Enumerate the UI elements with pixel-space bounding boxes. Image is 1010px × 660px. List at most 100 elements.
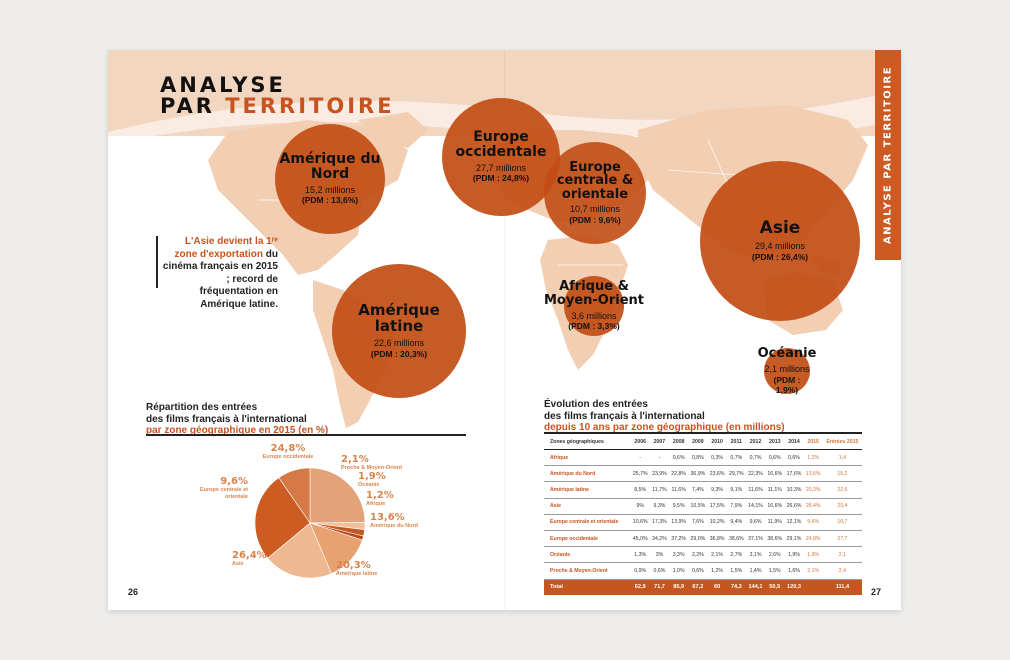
pie-label: 24,8% Europe occidentale — [262, 443, 314, 460]
table-cell: 9,6% — [803, 514, 823, 531]
table-cell: 29,7% — [726, 465, 746, 483]
table-cell: 1,2% — [803, 449, 823, 467]
pie-slice-6 — [254, 477, 311, 559]
table-cell: 14,1% — [745, 498, 766, 515]
table-row: Afrique - -0,6% 0,8% 0,3% 0,7% 0,7% 0,6% 0,6% 1,2… — [544, 449, 862, 467]
table-cell: 25,7% — [630, 465, 650, 483]
bubble-value: 27,7 millions — [475, 162, 527, 173]
table-cell: 10,5% — [688, 498, 708, 515]
table-cell: 11,1% — [765, 481, 785, 499]
table-cell: 26,6% — [784, 498, 804, 515]
table-cell: Europe centrale et orientale — [544, 514, 631, 531]
table-header-cell: 2008 — [669, 435, 689, 450]
bubble-amerique-du-nord: Amérique du Nord 15,2 millions (PDM : 13… — [275, 124, 385, 234]
bubble-value: 3,6 millions — [571, 310, 617, 321]
table-total-cell: 74,3 — [726, 579, 746, 595]
bubble-name: Europe centrale & orientale — [556, 159, 634, 202]
table-cell: 27,7 — [822, 530, 862, 548]
table-cell: 1,9% — [784, 546, 804, 564]
table-cell: 13,6% — [803, 465, 823, 483]
callout-text: du cinéma français en 2015 ; record de f… — [162, 248, 278, 310]
bubble-value: 15,2 millions — [304, 184, 356, 195]
table-row: Amérique latine 8,5% 11,7% 11,6% 7,4% 9,3% 9,1… — [544, 481, 862, 499]
title-line-2-accent: TERRITOIRE — [225, 94, 395, 118]
table-cell: Asie — [544, 498, 631, 515]
table-cell: 1,4 — [822, 449, 862, 467]
table-cell: 1,3% — [630, 546, 650, 564]
table-cell: 9,3% — [707, 481, 727, 499]
table-cell: 0,6% — [649, 562, 670, 580]
table-cell: 36,8% — [707, 530, 727, 548]
table-cell: 7,9% — [726, 498, 746, 515]
table-cell: 26,4% — [803, 498, 823, 515]
magazine-spread: ANALYSE PAR TERRITOIRE ANALYSE PAR TERRI… — [108, 50, 901, 610]
table-cell: 11,9% — [765, 514, 785, 531]
bubble-asie: Asie 29,4 millions (PDM : 26,4%) — [700, 161, 860, 321]
table-cell: 36,9% — [688, 465, 708, 483]
pie-title-line-1: Répartition des entrées — [146, 402, 258, 413]
table-cell: 10,2% — [707, 514, 727, 531]
table-cell: 23,6% — [707, 465, 727, 483]
table-cell: 7,4% — [688, 481, 708, 499]
table-cell: 38,6% — [765, 530, 785, 548]
page-number-right: 27 — [870, 587, 881, 597]
bubble-pdm: (PDM : 13,6%) — [301, 195, 359, 206]
pie-rule — [146, 434, 466, 436]
table-cell: 29,4 — [822, 498, 862, 515]
table-cell: 2,7% — [726, 546, 746, 564]
table-cell: 0,6% — [669, 449, 689, 467]
bubble-pdm: (PDM : 20,3%) — [370, 348, 428, 359]
table-cell: 0,8% — [688, 449, 708, 467]
pie-section-title: Répartition des entrées des films frança… — [146, 402, 328, 437]
table-total-cell: 85,9 — [669, 579, 689, 595]
table-cell: 29,1% — [784, 530, 804, 548]
table-cell: 37,2% — [669, 530, 689, 548]
pie-label: 2,1% Proche & Moyen-Orient — [341, 454, 403, 471]
table-cell: 1,5% — [726, 562, 746, 580]
pie-title-line-3: par zone géographique en 2015 (en %) — [146, 425, 329, 436]
table-cell: 2,4 — [822, 562, 862, 580]
bubble-pdm: (PDM : 9,6%) — [569, 215, 621, 226]
table-total-cell: 50,5 — [765, 579, 785, 595]
table-cell: 3,3% — [669, 546, 689, 564]
table-header-cell: Zones géographiques — [544, 435, 631, 450]
table-cell: 9,1% — [726, 481, 746, 499]
title-line-1: ANALYSE — [160, 73, 286, 97]
page-title: ANALYSE PAR TERRITOIRE — [160, 75, 395, 117]
table-cell: 2,1% — [707, 546, 727, 564]
table-total-cell: 62,9 — [630, 579, 650, 595]
table-cell: 34,2% — [649, 530, 670, 548]
pie-label: 1,9% Océanie — [358, 471, 386, 488]
table-total-cell: 60 — [707, 579, 727, 595]
bubble-oceanie: Océanie 2,1 millions (PDM : 1,9%) — [758, 347, 817, 395]
table-cell: 24,8% — [803, 530, 823, 548]
pie-label: 20,3% Amérique latine — [336, 560, 378, 577]
table-cell: 7,6% — [688, 514, 708, 531]
bubble-pdm: (PDM : 24,8%) — [472, 173, 530, 184]
callout-bar — [156, 236, 158, 288]
table-row: Europe centrale et orientale 10,6% 17,3% 13… — [544, 514, 862, 531]
table-cell: 22,8% — [669, 465, 689, 483]
table-cell: 10,6% — [630, 514, 650, 531]
table-cell: 16,6% — [765, 498, 785, 515]
table-header-cell: 2010 — [707, 435, 727, 450]
table-cell: 15,2 — [822, 465, 862, 483]
table-title-line-1: Évolution des entrées — [544, 399, 648, 410]
table-cell: 1,2% — [707, 562, 727, 580]
table-cell: 1,5% — [765, 562, 785, 580]
callout: L'Asie devient la 1ʳᵉ zone d'exportation… — [156, 236, 278, 312]
table-cell: 1,4% — [745, 562, 766, 580]
bubble-pdm: (PDM : 3,3%) — [568, 321, 620, 332]
table-cell: 0,6% — [765, 449, 785, 467]
bubble-name: Asie — [759, 218, 801, 239]
table-header-cell: 2006 — [630, 435, 650, 450]
table-cell: Océanie — [544, 546, 631, 564]
table-row: Asie 9% 9,3% 9,5% 10,5% 17,5% 7,9% 14,1% 16,6% 26… — [544, 498, 862, 515]
table-cell: 23,9% — [649, 465, 670, 483]
title-line-2: PAR — [160, 94, 215, 118]
bubble-europe-centrale-orientale: Europe centrale & orientale 10,7 million… — [544, 142, 646, 244]
table-total-cell — [803, 579, 823, 595]
table-rule — [544, 432, 862, 434]
table-cell: 10,7 — [822, 514, 862, 531]
table-header-cell: 2011 — [726, 435, 746, 450]
